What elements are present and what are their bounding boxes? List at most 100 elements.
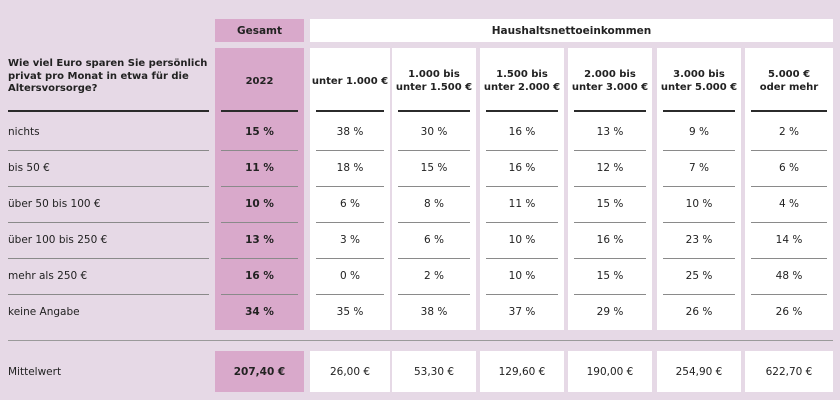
mean-gesamt: 207,40 € [233, 365, 286, 378]
cell-value: 48 % [775, 270, 803, 282]
cell-value: 35 % [336, 306, 364, 318]
cell-value: 6 % [424, 234, 444, 246]
cell-value: 12 % [596, 162, 624, 174]
income-column-bg [745, 48, 833, 330]
cell-value: 16 % [508, 162, 536, 174]
row-divider [398, 186, 470, 187]
income-column-bg [568, 48, 652, 330]
row-divider [316, 186, 384, 187]
column-header-year: 2022 [245, 75, 274, 87]
cell-value: 15 % [420, 162, 448, 174]
column-header-income: 1.500 bis unter 2.000 € [483, 69, 561, 93]
mean-value: 129,60 € [498, 365, 546, 378]
row-divider [8, 294, 209, 295]
column-header-income: 2.000 bis unter 3.000 € [571, 69, 649, 93]
cell-value: 16 % [596, 234, 624, 246]
cell-value: 10 % [508, 270, 536, 282]
cell-value: 14 % [775, 234, 803, 246]
income-mean-bg [745, 351, 833, 392]
column-header-income: 3.000 bis unter 5.000 € [660, 69, 738, 93]
row-divider [221, 150, 298, 151]
cell-value: 7 % [689, 162, 709, 174]
cell-value: 2 % [424, 270, 444, 282]
cell-gesamt: 16 % [245, 270, 274, 282]
cell-value: 13 % [596, 126, 624, 138]
cell-value: 11 % [508, 198, 536, 210]
income-mean-bg [568, 351, 652, 392]
row-divider [221, 294, 298, 295]
cell-gesamt: 11 % [245, 162, 274, 174]
row-divider [663, 294, 735, 295]
row-divider [751, 186, 827, 187]
cell-value: 2 % [779, 126, 799, 138]
row-divider [751, 222, 827, 223]
row-divider [486, 150, 558, 151]
income-mean-bg [657, 351, 741, 392]
mean-value: 26,00 € [329, 365, 371, 378]
income-mean-bg [392, 351, 476, 392]
row-divider [663, 150, 735, 151]
row-divider [398, 294, 470, 295]
cell-value: 18 % [336, 162, 364, 174]
header-rule [751, 110, 827, 112]
header-rule [8, 110, 209, 112]
row-divider [574, 186, 646, 187]
column-header-income: 1.000 bis unter 1.500 € [395, 69, 473, 93]
cell-value: 15 % [596, 270, 624, 282]
mean-value: 254,90 € [675, 365, 723, 378]
row-divider [486, 222, 558, 223]
row-divider [398, 150, 470, 151]
income-column-bg [392, 48, 476, 330]
row-divider [221, 222, 298, 223]
cell-value: 8 % [424, 198, 444, 210]
cell-value: 38 % [336, 126, 364, 138]
header-rule [486, 110, 558, 112]
row-divider [316, 222, 384, 223]
mean-value: 190,00 € [586, 365, 634, 378]
cell-gesamt: 13 % [245, 234, 274, 246]
mean-value: 53,30 € [413, 365, 455, 378]
cell-value: 29 % [596, 306, 624, 318]
cell-value: 37 % [508, 306, 536, 318]
row-label: über 100 bis 250 € [8, 234, 108, 246]
cell-value: 26 % [685, 306, 713, 318]
income-column-bg [480, 48, 564, 330]
row-divider [316, 150, 384, 151]
row-divider [316, 258, 384, 259]
row-divider [316, 294, 384, 295]
row-divider [751, 258, 827, 259]
header-income-group: Haushaltsnettoeinkommen [310, 19, 833, 42]
cell-gesamt: 10 % [245, 198, 274, 210]
row-divider [398, 258, 470, 259]
column-header-income: unter 1.000 € [311, 75, 389, 87]
cell-value: 6 % [779, 162, 799, 174]
cell-gesamt: 15 % [245, 126, 274, 138]
row-label: über 50 bis 100 € [8, 198, 101, 210]
header-rule [663, 110, 735, 112]
row-divider [486, 186, 558, 187]
header-rule [316, 110, 384, 112]
column-header-income: 5.000 € oder mehr [759, 69, 819, 93]
row-divider [574, 222, 646, 223]
row-divider [574, 258, 646, 259]
gesamt-mean-bg [215, 351, 304, 392]
income-column-bg [657, 48, 741, 330]
cell-value: 26 % [775, 306, 803, 318]
row-divider [751, 294, 827, 295]
cell-value: 16 % [508, 126, 536, 138]
gesamt-column-bg [215, 48, 304, 330]
row-divider [221, 186, 298, 187]
header-rule [574, 110, 646, 112]
row-label: mehr als 250 € [8, 270, 88, 282]
cell-value: 25 % [685, 270, 713, 282]
header-gesamt: Gesamt [215, 19, 304, 42]
row-divider [8, 258, 209, 259]
mean-value: 622,70 € [765, 365, 813, 378]
cell-value: 9 % [689, 126, 709, 138]
row-label: keine Angabe [8, 306, 80, 318]
row-divider [398, 222, 470, 223]
cell-value: 0 % [340, 270, 360, 282]
row-divider [221, 258, 298, 259]
row-divider [8, 186, 209, 187]
row-divider [574, 294, 646, 295]
